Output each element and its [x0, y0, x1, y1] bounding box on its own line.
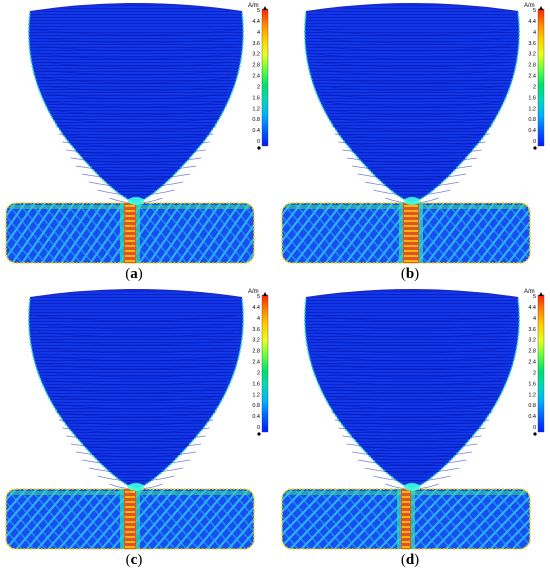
caption-letter: d: [405, 552, 415, 568]
colorbar-unit: A/m: [524, 289, 535, 295]
colorbar-tick: 1.6: [252, 381, 260, 387]
colorbar-tick: 4.4: [252, 305, 260, 311]
colorbar-tick: 1.2: [252, 392, 260, 398]
colorbar-tick: 2.8: [252, 349, 260, 355]
panel-c: A/m 5 4.4 4 3.6 3.2 2.8 2.4 2 1.6 1.2 0.8 0.4 0 (c): [0, 286, 272, 572]
colorbar-tick: 4: [257, 316, 260, 322]
colorbar-unit: A/m: [248, 289, 259, 295]
colorbar-tick: 3.2: [528, 52, 536, 58]
panel-b: A/m 5 4.4 4 3.6 3.2 2.8 2.4 2 1.6 1.2 0.8 0.4 0 (b): [276, 0, 548, 286]
colorbar-tick: 0.4: [252, 414, 260, 420]
colorbar-tick: 2.4: [528, 360, 536, 366]
colorbar-tick: 3.6: [252, 41, 260, 47]
colorbar-tick: 1.2: [252, 106, 260, 112]
colorbar-tick: 1.2: [528, 106, 536, 112]
colorbar-tick: 0.8: [252, 403, 260, 409]
colorbar-tick: 4.4: [252, 19, 260, 25]
caption-close-paren: ): [414, 266, 420, 282]
colorbar-tick: 0.4: [252, 128, 260, 134]
caption-letter: a: [130, 266, 138, 282]
colorbar-tick: 4: [257, 30, 260, 36]
colorbar-unit: A/m: [248, 3, 259, 9]
colorbar-tick: 4: [533, 316, 536, 322]
colorbar-tick: 5: [257, 294, 260, 300]
field-plot-c: A/m5 4.4 4 3.6 3.2 2.8 2.4 2 1.6 1.2 0.8 0.4 0: [5, 289, 269, 550]
colorbar-tick: 2: [533, 84, 536, 90]
colorbar-tick: 5: [533, 294, 536, 300]
colorbar-tick: 1.6: [528, 381, 536, 387]
colorbar-tick: 2: [533, 370, 536, 376]
panel-caption-c: (c): [0, 552, 270, 569]
colorbar-tick: 0.8: [528, 117, 536, 123]
caption-open-paren: (: [125, 266, 131, 282]
panel-d: A/m 5 4.4 4 3.6 3.2 2.8 2.4 2 1.6 1.2 0.8 0.4 0 (d): [276, 286, 548, 572]
field-plot-d: A/m5 4.4 4 3.6 3.2 2.8 2.4 2 1.6 1.2 0.8 0.4 0: [281, 289, 545, 550]
caption-letter: b: [405, 266, 415, 282]
colorbar-tick: 0: [257, 425, 260, 431]
colorbar-tick: 0.4: [528, 128, 536, 134]
caption-close-paren: ): [414, 552, 420, 568]
colorbar-tick: 3.2: [252, 338, 260, 344]
panel-caption-b: (b): [274, 266, 546, 283]
colorbar-tick: 2.8: [528, 63, 536, 69]
colorbar-tick: 4.4: [528, 305, 536, 311]
caption-close-paren: ): [137, 266, 143, 282]
panel-a: A/m 5 4.4 4 3.6 3.2 2.8 2.4 2 1.6 1.2 0.8 0.4 0 (a): [0, 0, 272, 286]
colorbar-tick: 0: [533, 425, 536, 431]
colorbar-tick: 4.4: [528, 19, 536, 25]
colorbar-tick: 4: [533, 30, 536, 36]
caption-open-paren: (: [125, 552, 131, 568]
colorbar-tick: 3.6: [528, 41, 536, 47]
caption-open-paren: (: [400, 552, 406, 568]
colorbar-tick: 2.4: [252, 360, 260, 366]
caption-letter: c: [130, 552, 138, 568]
colorbar-tick: 1.6: [528, 95, 536, 101]
colorbar-tick: 2: [257, 370, 260, 376]
caption-open-paren: (: [400, 266, 406, 282]
field-plot-b: A/m5 4.4 4 3.6 3.2 2.8 2.4 2 1.6 1.2 0.8 0.4 0: [281, 3, 545, 264]
caption-close-paren: ): [137, 552, 143, 568]
colorbar-tick: 2.8: [528, 349, 536, 355]
colorbar-tick: 5: [533, 8, 536, 14]
colorbar-tick: 3.2: [528, 338, 536, 344]
panel-caption-a: (a): [0, 266, 270, 283]
colorbar-tick: 2.4: [528, 74, 536, 80]
colorbar-tick: 0.8: [528, 403, 536, 409]
colorbar-tick: 1.2: [528, 392, 536, 398]
colorbar-tick: 0.4: [528, 414, 536, 420]
colorbar-tick: 0: [257, 139, 260, 145]
colorbar-tick: 2: [257, 84, 260, 90]
colorbar-tick: 3.6: [528, 327, 536, 333]
colorbar-tick: 0.8: [252, 117, 260, 123]
colorbar-tick: 3.2: [252, 52, 260, 58]
colorbar-tick: 5: [257, 8, 260, 14]
colorbar-unit: A/m: [524, 3, 535, 9]
colorbar-tick: 1.6: [252, 95, 260, 101]
colorbar-tick: 3.6: [252, 327, 260, 333]
colorbar-tick: 2.4: [252, 74, 260, 80]
field-plot-a: A/m5 4.4 4 3.6 3.2 2.8 2.4 2 1.6 1.2 0.8 0.4 0: [5, 3, 269, 264]
colorbar-tick: 0: [533, 139, 536, 145]
panel-caption-d: (d): [274, 552, 546, 569]
colorbar-tick: 2.8: [252, 63, 260, 69]
